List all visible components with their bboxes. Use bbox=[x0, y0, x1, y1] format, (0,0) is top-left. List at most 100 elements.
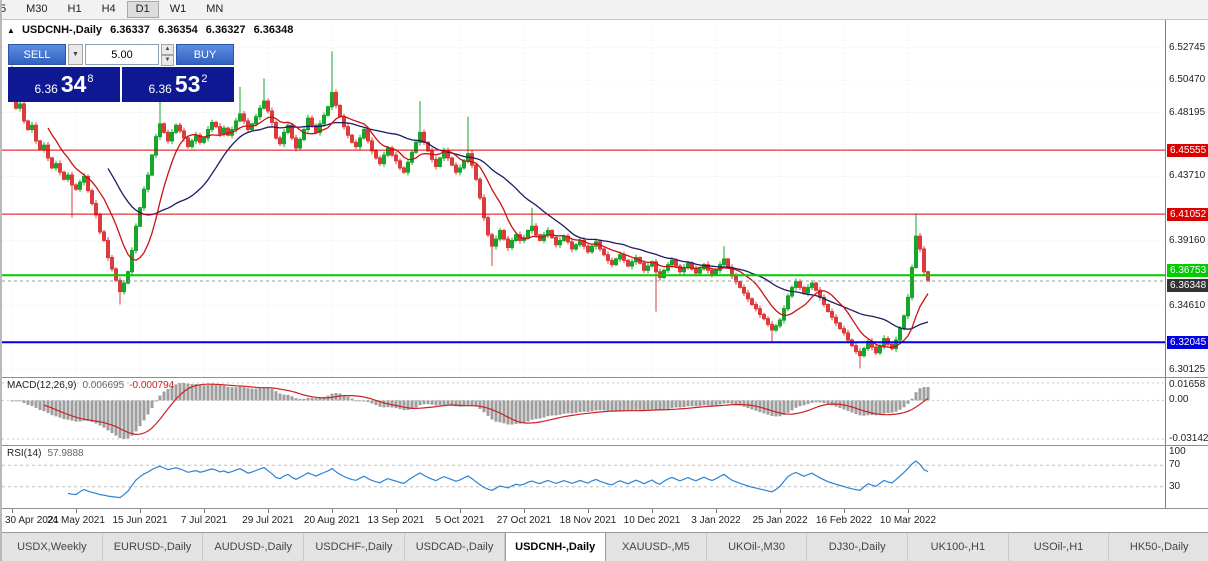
symbol-period-label: USDCNH-,Daily bbox=[21, 24, 103, 36]
chart-title: ▲ USDCNH-,Daily 6.36337 6.36354 6.36327 … bbox=[7, 24, 298, 36]
sell-button[interactable]: SELL bbox=[8, 44, 66, 65]
tab-audusd-daily[interactable]: AUDUSD-,Daily bbox=[203, 533, 305, 561]
macd-axis-label: -0.03142 bbox=[1169, 433, 1208, 444]
timeframe-button-5[interactable]: 5 bbox=[2, 1, 15, 18]
tab-hk50-daily[interactable]: HK50-,Daily bbox=[1109, 533, 1208, 561]
rsi-axis-label: 70 bbox=[1169, 459, 1181, 471]
price-level-badge: 6.36348 bbox=[1167, 278, 1208, 292]
timeframe-button-h4[interactable]: H4 bbox=[93, 1, 125, 18]
price-axis-label: 6.52745 bbox=[1169, 41, 1206, 53]
buy-price-pip: 2 bbox=[201, 72, 208, 85]
time-axis-label: 30 Apr 2021 bbox=[5, 515, 59, 526]
rsi-axis-label: 30 bbox=[1169, 480, 1181, 492]
lot-spinner: ▲ ▼ bbox=[161, 44, 174, 66]
tab-usdx-weekly[interactable]: USDX,Weekly bbox=[2, 533, 103, 561]
timeframe-button-h1[interactable]: H1 bbox=[59, 1, 91, 18]
lot-decrease-button[interactable]: ▼ bbox=[161, 55, 174, 66]
time-axis-label: 7 Jul 2021 bbox=[180, 515, 228, 526]
time-axis-label: 20 Aug 2021 bbox=[303, 515, 361, 526]
time-axis-label: 10 Dec 2021 bbox=[623, 515, 681, 526]
price-axis-label: 6.43710 bbox=[1169, 170, 1206, 182]
timeframe-button-d1[interactable]: D1 bbox=[126, 1, 159, 18]
macd-name: MACD(12,26,9) bbox=[7, 380, 77, 391]
macd-title: MACD(12,26,9) 0.006695 -0.000794 bbox=[7, 380, 174, 391]
rsi-panel[interactable]: 100 70 30 RSI(14) 57.9888 bbox=[2, 445, 1208, 508]
sell-price-prefix: 6.36 bbox=[34, 81, 58, 96]
macd-canvas[interactable] bbox=[2, 378, 1165, 445]
chart-tab-bar: USDX,Weekly EURUSD-,Daily AUDUSD-,Daily USD… bbox=[2, 532, 1208, 561]
ohlc-low: 6.36327 bbox=[205, 24, 246, 36]
price-level-badge: 6.32045 bbox=[1167, 335, 1208, 349]
time-axis-label: 18 Nov 2021 bbox=[559, 515, 617, 526]
price-axis-label: 6.34610 bbox=[1169, 299, 1206, 311]
time-tick bbox=[396, 509, 397, 513]
timeframe-button-mn[interactable]: MN bbox=[197, 1, 232, 18]
rsi-value: 57.9888 bbox=[47, 448, 84, 459]
buy-button[interactable]: BUY bbox=[176, 44, 234, 65]
tab-dj30-daily[interactable]: DJ30-,Daily bbox=[807, 533, 909, 561]
time-tick bbox=[268, 509, 269, 513]
sell-price-box[interactable]: 6.36 34 8 bbox=[8, 67, 120, 102]
tab-usdcad-daily[interactable]: USDCAD-,Daily bbox=[405, 533, 506, 561]
tab-usdcnh-daily[interactable]: USDCNH-,Daily bbox=[505, 533, 607, 561]
price-axis-label: 6.39160 bbox=[1169, 235, 1206, 247]
time-axis[interactable]: 30 Apr 2021 24 May 2021 15 Jun 2021 7 Jul 2… bbox=[2, 508, 1208, 532]
one-click-trading-widget: SELL ▼ ▲▼ BUY 6.36 34 8 6.36 53 2 bbox=[8, 44, 234, 102]
macd-main-value: 0.006695 bbox=[82, 380, 125, 391]
main-chart-panel[interactable]: 6.52745 6.50470 6.48195 6.45555 6.43710 6.410… bbox=[2, 20, 1208, 377]
timeframe-toolbar: 5M30H1H4D1W1MN bbox=[2, 0, 1208, 20]
time-axis-label: 10 Mar 2022 bbox=[879, 515, 937, 526]
time-tick bbox=[844, 509, 845, 513]
timeframe-button-m30[interactable]: M30 bbox=[17, 1, 56, 18]
buy-price-box[interactable]: 6.36 53 2 bbox=[122, 67, 234, 102]
timeframe-button-w1[interactable]: W1 bbox=[161, 1, 196, 18]
lot-size-input[interactable] bbox=[85, 44, 159, 65]
price-level-badge: 6.45555 bbox=[1167, 143, 1208, 157]
rsi-name: RSI(14) bbox=[7, 448, 42, 459]
time-tick bbox=[780, 509, 781, 513]
price-level-badge: 6.41052 bbox=[1167, 207, 1208, 221]
time-tick bbox=[908, 509, 909, 513]
time-tick bbox=[716, 509, 717, 513]
time-axis-label: 16 Feb 2022 bbox=[815, 515, 873, 526]
time-axis-label: 5 Oct 2021 bbox=[435, 515, 485, 526]
tab-usoil-h1[interactable]: USOil-,H1 bbox=[1009, 533, 1110, 561]
time-tick bbox=[332, 509, 333, 513]
main-chart-canvas[interactable] bbox=[2, 20, 1165, 377]
price-axis-label: 6.48195 bbox=[1169, 106, 1206, 118]
time-axis-label: 15 Jun 2021 bbox=[112, 515, 168, 526]
price-axis[interactable]: 6.52745 6.50470 6.48195 6.45555 6.43710 6.410… bbox=[1165, 20, 1208, 377]
macd-signal-value: -0.000794 bbox=[129, 380, 175, 391]
rsi-canvas[interactable] bbox=[2, 446, 1165, 508]
time-tick bbox=[140, 509, 141, 513]
macd-axis: 0.01658 0.00 -0.03142 bbox=[1165, 378, 1208, 445]
rsi-axis-label: 100 bbox=[1169, 446, 1186, 457]
tab-xauusd-m5[interactable]: XAUUSD-,M5 bbox=[606, 533, 707, 561]
lot-increase-button[interactable]: ▲ bbox=[161, 44, 174, 55]
ohlc-high: 6.36354 bbox=[157, 24, 198, 36]
time-tick bbox=[524, 509, 525, 513]
sell-price-big: 34 bbox=[60, 71, 87, 97]
tab-uk100-h1[interactable]: UK100-,H1 bbox=[908, 533, 1009, 561]
collapse-chart-icon[interactable]: ▲ bbox=[7, 26, 15, 35]
tab-eurusd-daily[interactable]: EURUSD-,Daily bbox=[103, 533, 204, 561]
tab-ukoil-m30[interactable]: UKOil-,M30 bbox=[707, 533, 808, 561]
lot-dropdown-button[interactable]: ▼ bbox=[68, 44, 83, 65]
buy-price-big: 53 bbox=[174, 71, 201, 97]
time-axis-label: 25 Jan 2022 bbox=[752, 515, 808, 526]
price-axis-label: 6.50470 bbox=[1169, 74, 1206, 86]
rsi-title: RSI(14) 57.9888 bbox=[7, 448, 84, 459]
time-tick bbox=[204, 509, 205, 513]
price-axis-label: 6.30125 bbox=[1169, 363, 1206, 375]
chart-area: 6.52745 6.50470 6.48195 6.45555 6.43710 6.410… bbox=[2, 20, 1208, 532]
ohlc-close: 6.36348 bbox=[253, 24, 294, 36]
time-axis-label: 3 Jan 2022 bbox=[691, 515, 741, 526]
macd-panel[interactable]: 0.01658 0.00 -0.03142 MACD(12,26,9) 0.00669… bbox=[2, 377, 1208, 445]
time-tick bbox=[76, 509, 77, 513]
tab-usdchf-daily[interactable]: USDCHF-,Daily bbox=[304, 533, 405, 561]
time-axis-label: 13 Sep 2021 bbox=[367, 515, 425, 526]
ohlc-open: 6.36337 bbox=[110, 24, 150, 36]
time-axis-label: 27 Oct 2021 bbox=[496, 515, 552, 526]
time-tick bbox=[12, 509, 13, 513]
